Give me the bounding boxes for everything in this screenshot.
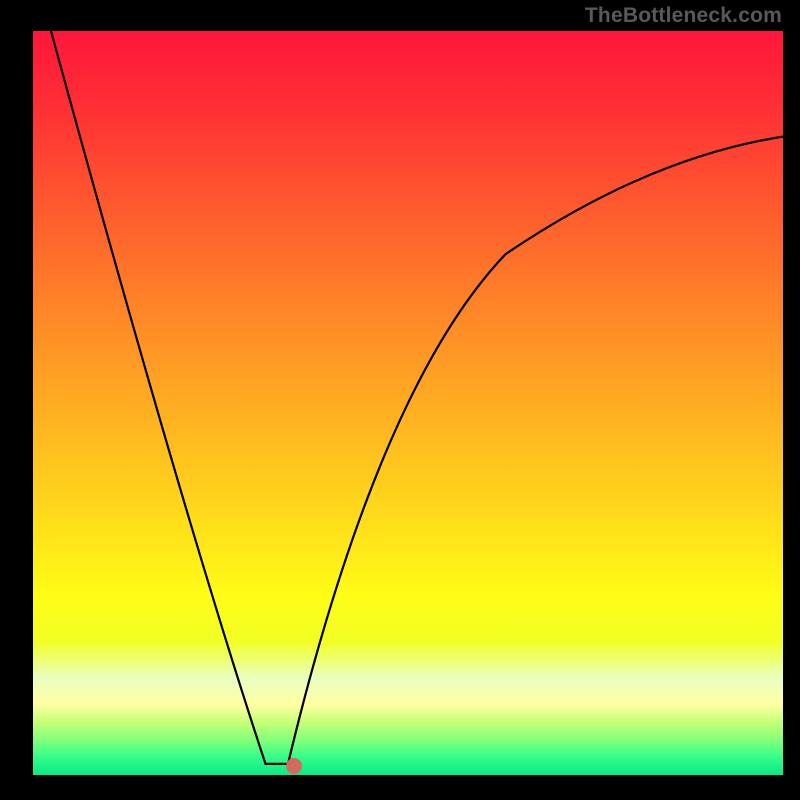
chart-frame: TheBottleneck.com: [0, 0, 800, 800]
bottleneck-curve: [33, 31, 783, 775]
optimum-marker: [286, 758, 302, 774]
plot-area: [33, 31, 783, 775]
watermark-text: TheBottleneck.com: [585, 4, 782, 28]
